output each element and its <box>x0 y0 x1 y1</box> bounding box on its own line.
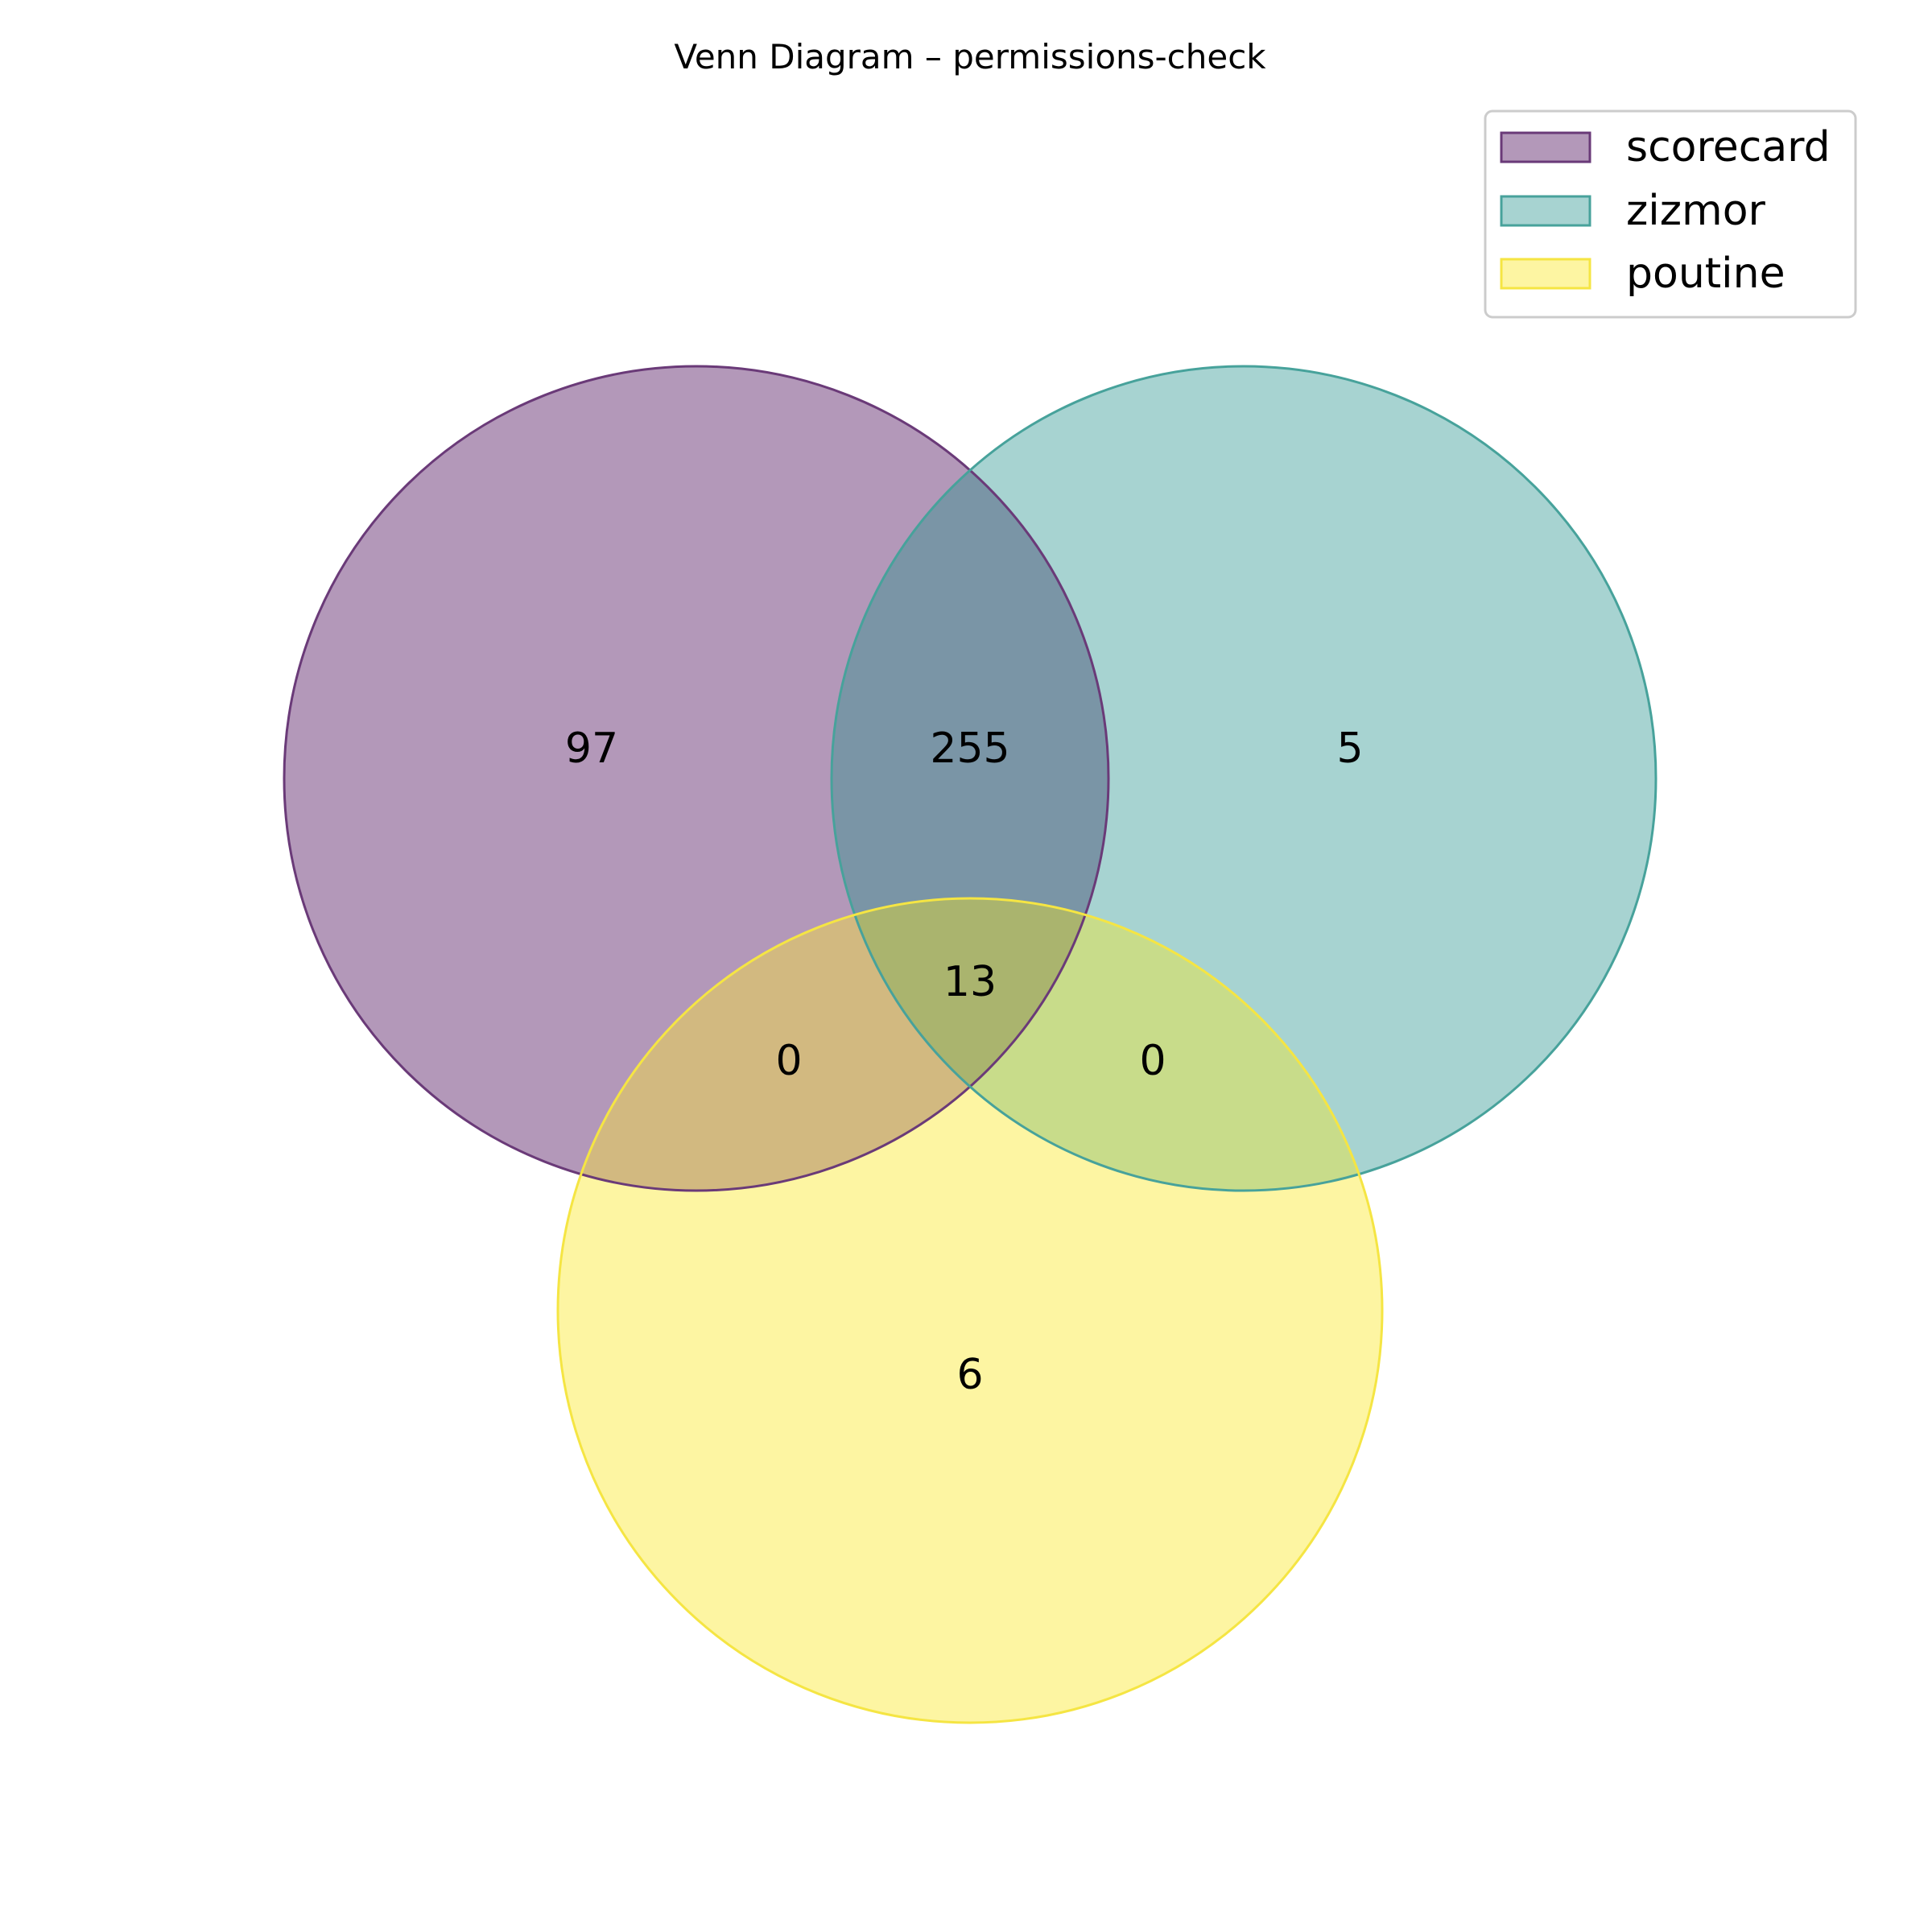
legend-item-zizmor: zizmor <box>1500 187 1766 235</box>
region-label-zizmor-poutine: 0 <box>1139 1037 1166 1085</box>
zizmor-outline <box>830 365 1657 1192</box>
region-label-poutine-only: 6 <box>956 1351 983 1399</box>
legend-swatch-scorecard <box>1500 131 1591 163</box>
region-label-zizmor-only: 5 <box>1336 724 1363 773</box>
region-label-scorecard-zizmor: 255 <box>930 724 1009 773</box>
legend-label-poutine: poutine <box>1626 250 1785 298</box>
scorecard-outline <box>283 365 1110 1192</box>
region-label-scorecard-only: 97 <box>565 724 618 773</box>
legend-item-scorecard: scorecard <box>1500 123 1831 171</box>
scorecard-poutine-overlap <box>558 898 1108 1191</box>
region-label-all-three: 13 <box>943 958 997 1006</box>
region-label-scorecard-poutine: 0 <box>775 1037 802 1085</box>
legend-label-scorecard: scorecard <box>1626 123 1831 171</box>
legend-item-poutine: poutine <box>1500 250 1785 298</box>
zizmor-poutine-overlap <box>832 898 1382 1191</box>
legend: scorecard zizmor poutine <box>1484 109 1857 319</box>
legend-swatch-zizmor <box>1500 195 1591 227</box>
diagram-title: Venn Diagram – permissions-check <box>674 37 1266 76</box>
poutine-outline <box>556 897 1384 1724</box>
legend-label-zizmor: zizmor <box>1626 187 1766 235</box>
legend-swatch-poutine <box>1500 258 1591 290</box>
